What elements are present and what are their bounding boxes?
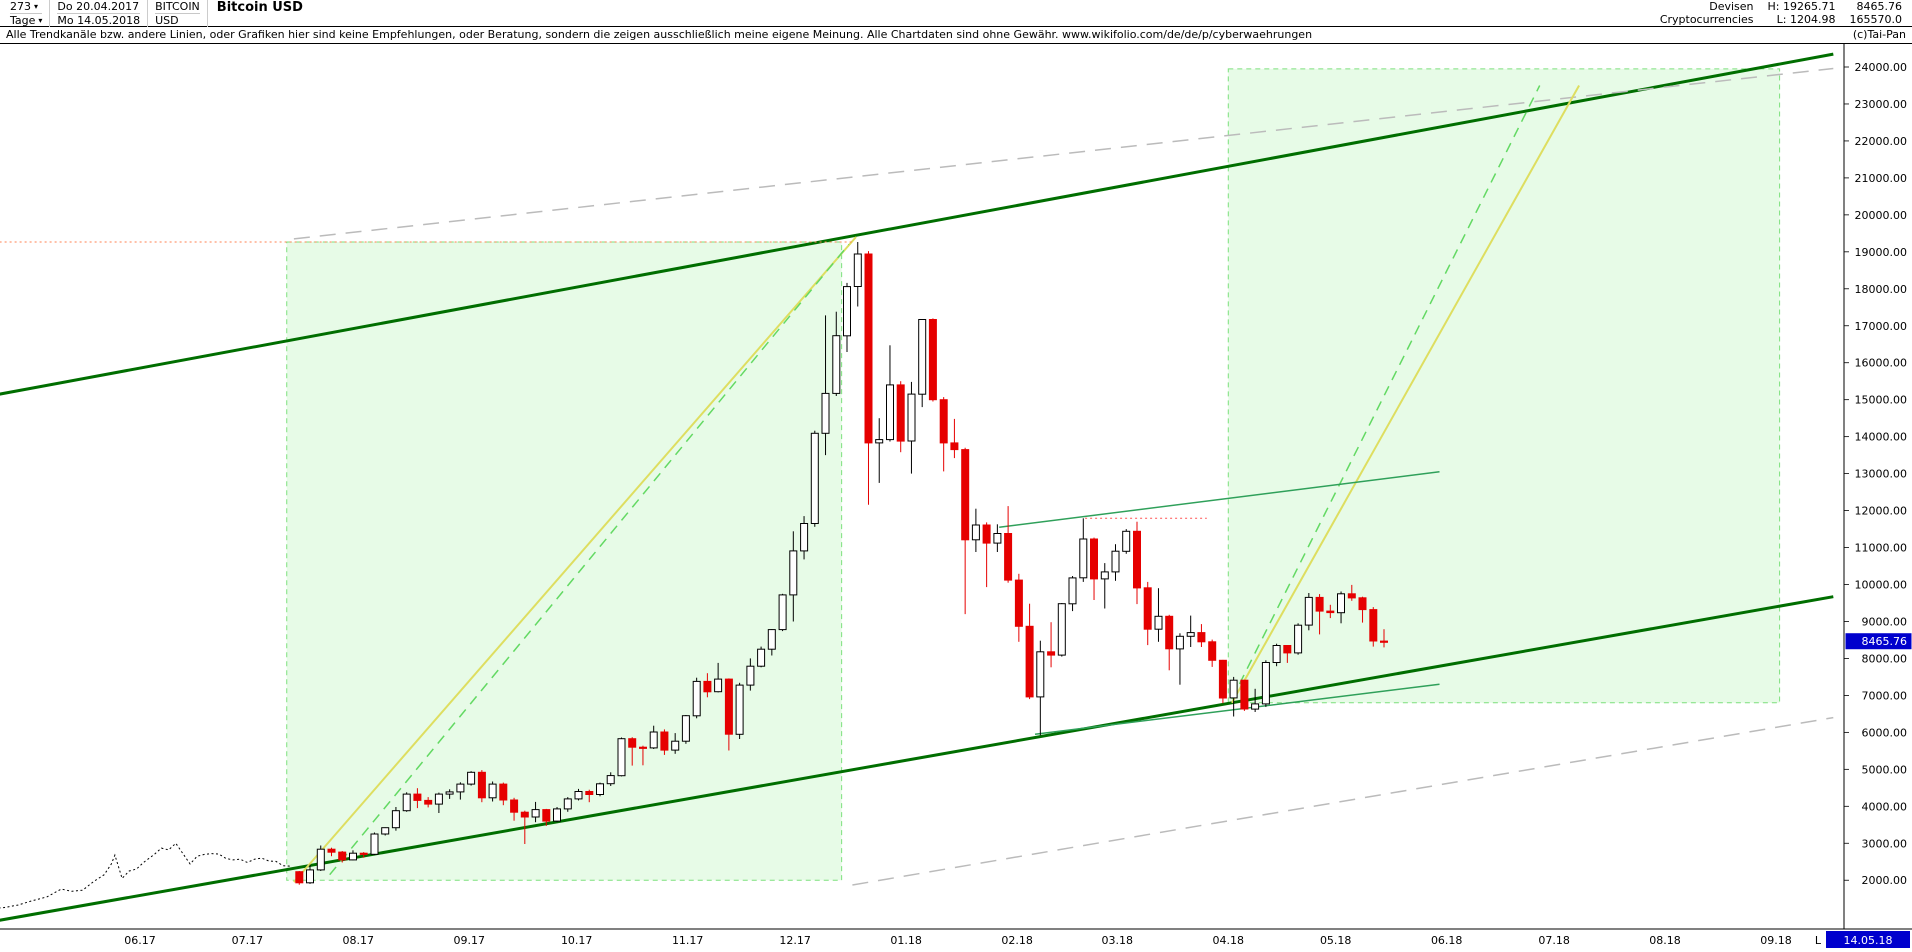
upper-trend-channel (0, 52, 1834, 396)
svg-text:15000.00: 15000.00 (1855, 394, 1908, 407)
period-low-label: L: 1204.98 (1776, 13, 1836, 26)
symbol-currency: USD (155, 14, 179, 27)
bars-count-dropdown[interactable]: 273 ▾ (10, 0, 43, 14)
svg-text:12.17: 12.17 (779, 934, 811, 947)
svg-text:16000.00: 16000.00 (1855, 357, 1908, 370)
time-axis: 06.17 07.17 08.17 09.17 10.17 11.17 12.17 01.18… (124, 934, 1792, 947)
disclaimer-bar: Alle Trendkanäle bzw. andere Linien, ode… (0, 27, 1912, 44)
svg-text:7000.00: 7000.00 (1862, 689, 1908, 702)
svg-text:3000.00: 3000.00 (1862, 837, 1908, 850)
svg-text:18000.00: 18000.00 (1855, 283, 1908, 296)
secondary-readout: 165570.0 (1849, 13, 1903, 26)
copyright-label: (c)Tai-Pan (1852, 28, 1906, 41)
price-axis: 24000.00 23000.00 22000.00 21000.00 20000.00… (1844, 61, 1907, 887)
svg-text:03.18: 03.18 (1102, 934, 1134, 947)
svg-text:23000.00: 23000.00 (1855, 98, 1908, 111)
last-price-readout: 8465.76 (1856, 0, 1903, 13)
start-date-field[interactable]: Do 20.04.2017 (57, 0, 141, 14)
plot-area[interactable] (0, 52, 1834, 922)
svg-text:05.18: 05.18 (1320, 934, 1352, 947)
last-date-tag: L 14.05.18 (1815, 931, 1910, 948)
svg-text:06.18: 06.18 (1431, 934, 1463, 947)
category-label: Devisen (1709, 0, 1754, 13)
yellow-impulse-2018 (1231, 85, 1580, 704)
period-high-label: H: 19265.71 (1767, 0, 1836, 13)
svg-text:24000.00: 24000.00 (1855, 61, 1908, 74)
green-dashed-impulse-2017 (329, 243, 850, 876)
svg-text:14000.00: 14000.00 (1855, 431, 1908, 444)
green-dashed-impulse-2018 (1231, 85, 1541, 700)
disclaimer-text: Alle Trendkanäle bzw. andere Linien, ode… (6, 28, 1313, 41)
lower-trend-channel (0, 595, 1834, 922)
svg-text:2000.00: 2000.00 (1862, 874, 1908, 887)
svg-text:20000.00: 20000.00 (1855, 209, 1908, 222)
svg-text:06.17: 06.17 (124, 934, 156, 947)
svg-text:08.18: 08.18 (1649, 934, 1681, 947)
yellow-impulse-2017 (293, 236, 857, 883)
svg-text:5000.00: 5000.00 (1862, 763, 1908, 776)
consolidation-upper (999, 471, 1440, 528)
chart-header: 273 ▾ Tage ▾ Do 20.04.2017 Mo 14.05.2018 B… (0, 0, 1912, 27)
trend-projection-2017 (286, 241, 843, 881)
chevron-down-icon: ▾ (38, 16, 43, 25)
svg-text:09.17: 09.17 (454, 934, 486, 947)
svg-text:8465.76: 8465.76 (1862, 635, 1908, 648)
svg-text:10.17: 10.17 (561, 934, 593, 947)
svg-text:01.18: 01.18 (890, 934, 922, 947)
end-date-field[interactable]: Mo 14.05.2018 (57, 14, 141, 27)
svg-text:12000.00: 12000.00 (1855, 505, 1908, 518)
chevron-down-icon: ▾ (34, 2, 39, 11)
svg-text:17000.00: 17000.00 (1855, 320, 1908, 333)
svg-text:04.18: 04.18 (1213, 934, 1245, 947)
current-price-tag: 8465.76 (1845, 633, 1912, 650)
svg-text:11000.00: 11000.00 (1855, 542, 1908, 555)
svg-text:07.17: 07.17 (232, 934, 264, 947)
svg-text:09.18: 09.18 (1760, 934, 1792, 947)
svg-text:07.18: 07.18 (1538, 934, 1570, 947)
svg-text:08.17: 08.17 (343, 934, 375, 947)
svg-text:19000.00: 19000.00 (1855, 246, 1908, 259)
svg-text:4000.00: 4000.00 (1862, 800, 1908, 813)
svg-text:11.17: 11.17 (672, 934, 704, 947)
svg-text:22000.00: 22000.00 (1855, 135, 1908, 148)
svg-text:13000.00: 13000.00 (1855, 468, 1908, 481)
candles (295, 242, 1388, 885)
consolidation-lower (1034, 683, 1440, 735)
projection-regions (286, 68, 1781, 881)
svg-text:02.18: 02.18 (1001, 934, 1033, 947)
svg-text:21000.00: 21000.00 (1855, 172, 1908, 185)
svg-text:14.05.18: 14.05.18 (1844, 934, 1893, 947)
svg-text:8000.00: 8000.00 (1862, 652, 1908, 665)
chart-canvas[interactable]: 24000.00 23000.00 22000.00 21000.00 20000.00… (0, 44, 1912, 951)
svg-text:6000.00: 6000.00 (1862, 726, 1908, 739)
trend-lines (0, 52, 1834, 922)
subcategory-label: Cryptocurrencies (1659, 13, 1754, 26)
gray-dashed-lower (852, 716, 1834, 886)
svg-text:L: L (1815, 934, 1822, 947)
symbol-code: BITCOIN (155, 0, 200, 14)
svg-text:10000.00: 10000.00 (1855, 579, 1908, 592)
svg-text:9000.00: 9000.00 (1862, 615, 1908, 628)
timeframe-dropdown[interactable]: Tage ▾ (10, 14, 43, 27)
instrument-title: Bitcoin USD (216, 0, 303, 15)
